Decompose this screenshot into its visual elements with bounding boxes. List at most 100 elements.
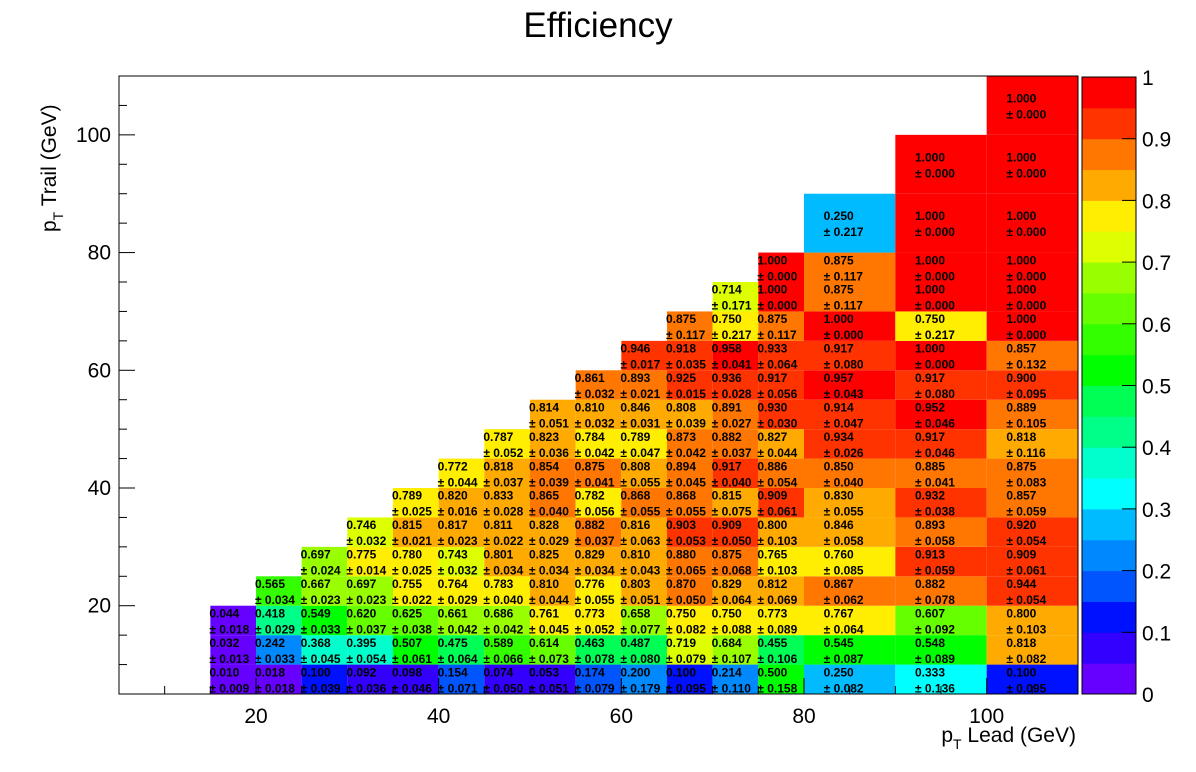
cell-fill: [712, 605, 759, 636]
cell-error: ± 0.042: [666, 446, 706, 460]
heatmap-cell: [210, 664, 256, 694]
heatmap-cell: [347, 664, 393, 694]
cell-fill: [804, 311, 896, 341]
cell-error: ± 0.032: [575, 387, 615, 401]
cell-error: ± 0.171: [712, 299, 752, 313]
cell-error: ± 0.095: [666, 681, 706, 695]
heatmap-cell: [438, 546, 485, 577]
heatmap-cell: [895, 282, 987, 312]
heatmap-cell: [895, 546, 987, 577]
heatmap-cell: [712, 282, 759, 312]
x-tick-label: 60: [610, 705, 633, 728]
cell-fill: [256, 576, 302, 606]
cell-fill: [667, 635, 713, 665]
cell-fill: [621, 429, 667, 459]
heatmap-cell: [530, 605, 576, 636]
cell-value: 1.000: [1006, 91, 1036, 105]
cell-error: ± 0.087: [824, 652, 864, 666]
heatmap-cell: [347, 605, 393, 636]
heatmap-cell: [530, 458, 576, 488]
cell-value: 0.857: [1006, 342, 1036, 356]
cell-value: 0.925: [666, 371, 696, 385]
cell-fill: [484, 576, 530, 606]
cell-error: ± 0.041: [712, 358, 752, 372]
cell-fill: [895, 488, 987, 518]
cell-fill: [986, 311, 1078, 341]
cell-fill: [256, 635, 302, 665]
heatmap-cell: [986, 282, 1078, 312]
cell-value: 0.661: [438, 606, 468, 620]
color-scale-bin: [1082, 169, 1136, 201]
cell-fill: [758, 429, 804, 459]
x-tick-label: 20: [244, 705, 267, 728]
heatmap-cell: [667, 429, 713, 459]
cell-fill: [530, 664, 576, 694]
cell-error: ± 0.110: [712, 681, 752, 695]
cell-value: 0.830: [824, 489, 854, 503]
cell-fill: [530, 458, 576, 488]
cell-error: ± 0.022: [392, 593, 432, 607]
cell-error: ± 0.095: [1006, 387, 1046, 401]
heatmap-cell: [210, 635, 256, 665]
heatmap-cell: [256, 664, 302, 694]
cell-fill: [575, 370, 622, 400]
chart-title: Efficiency: [523, 6, 673, 45]
cell-fill: [667, 664, 713, 694]
cell-value: 0.880: [666, 548, 696, 562]
cell-fill: [986, 370, 1078, 400]
cell-value: 0.815: [712, 489, 742, 503]
heatmap-cell: [712, 399, 759, 430]
heatmap-cell: [804, 340, 896, 371]
cell-value: 0.920: [1006, 518, 1036, 532]
cell-fill: [712, 517, 759, 547]
cell-fill: [758, 252, 804, 282]
heatmap-cell: [621, 605, 667, 636]
heatmap-cell: [986, 134, 1078, 194]
cell-error: ± 0.107: [712, 652, 752, 666]
cell-error: ± 0.000: [1006, 299, 1046, 313]
cell-fill: [804, 635, 896, 665]
cell-value: 0.958: [712, 342, 742, 356]
heatmap-cell: [347, 546, 393, 577]
heatmap-cell: [758, 488, 804, 518]
heatmap-cell: [667, 635, 713, 665]
heatmap-cell: [986, 546, 1078, 577]
cell-value: 0.952: [915, 400, 945, 414]
cell-error: ± 0.018: [255, 681, 295, 695]
cell-error: ± 0.040: [712, 475, 752, 489]
z-tick-label: 0.7: [1142, 252, 1171, 275]
cell-error: ± 0.078: [575, 652, 615, 666]
cell-error: ± 0.026: [824, 446, 864, 460]
heatmap-cell: [301, 605, 348, 636]
color-scale-bin: [1082, 200, 1136, 232]
color-scale-bin: [1082, 262, 1136, 294]
cell-value: 0.936: [712, 371, 742, 385]
cell-value: 0.903: [666, 518, 696, 532]
cell-value: 0.828: [529, 518, 559, 532]
cell-fill: [301, 576, 348, 606]
cell-error: ± 0.117: [757, 328, 797, 342]
cell-error: ± 0.034: [483, 564, 523, 578]
cell-fill: [895, 517, 987, 547]
cell-value: 0.820: [438, 489, 468, 503]
cell-value: 0.782: [575, 489, 605, 503]
z-tick-label: 0.8: [1142, 190, 1171, 213]
cell-error: ± 0.071: [438, 681, 478, 695]
heatmap-cell: [758, 282, 804, 312]
cell-fill: [575, 399, 622, 430]
cell-value: 0.893: [915, 518, 945, 532]
cell-error: ± 0.053: [666, 534, 706, 548]
cell-value: 0.098: [392, 665, 422, 679]
heatmap-cell: [667, 311, 713, 341]
cell-fill: [804, 488, 896, 518]
cell-value: 0.946: [620, 342, 650, 356]
heatmap-cell: [575, 488, 622, 518]
heatmap-cell: [621, 399, 667, 430]
heatmap-cell: [895, 370, 987, 400]
cell-value: 0.917: [712, 459, 742, 473]
cell-value: 0.868: [620, 489, 650, 503]
heatmap-cell: [393, 517, 439, 547]
heatmap-cell: [484, 605, 530, 636]
cell-value: 0.893: [620, 371, 650, 385]
cell-value: 0.900: [1006, 371, 1036, 385]
